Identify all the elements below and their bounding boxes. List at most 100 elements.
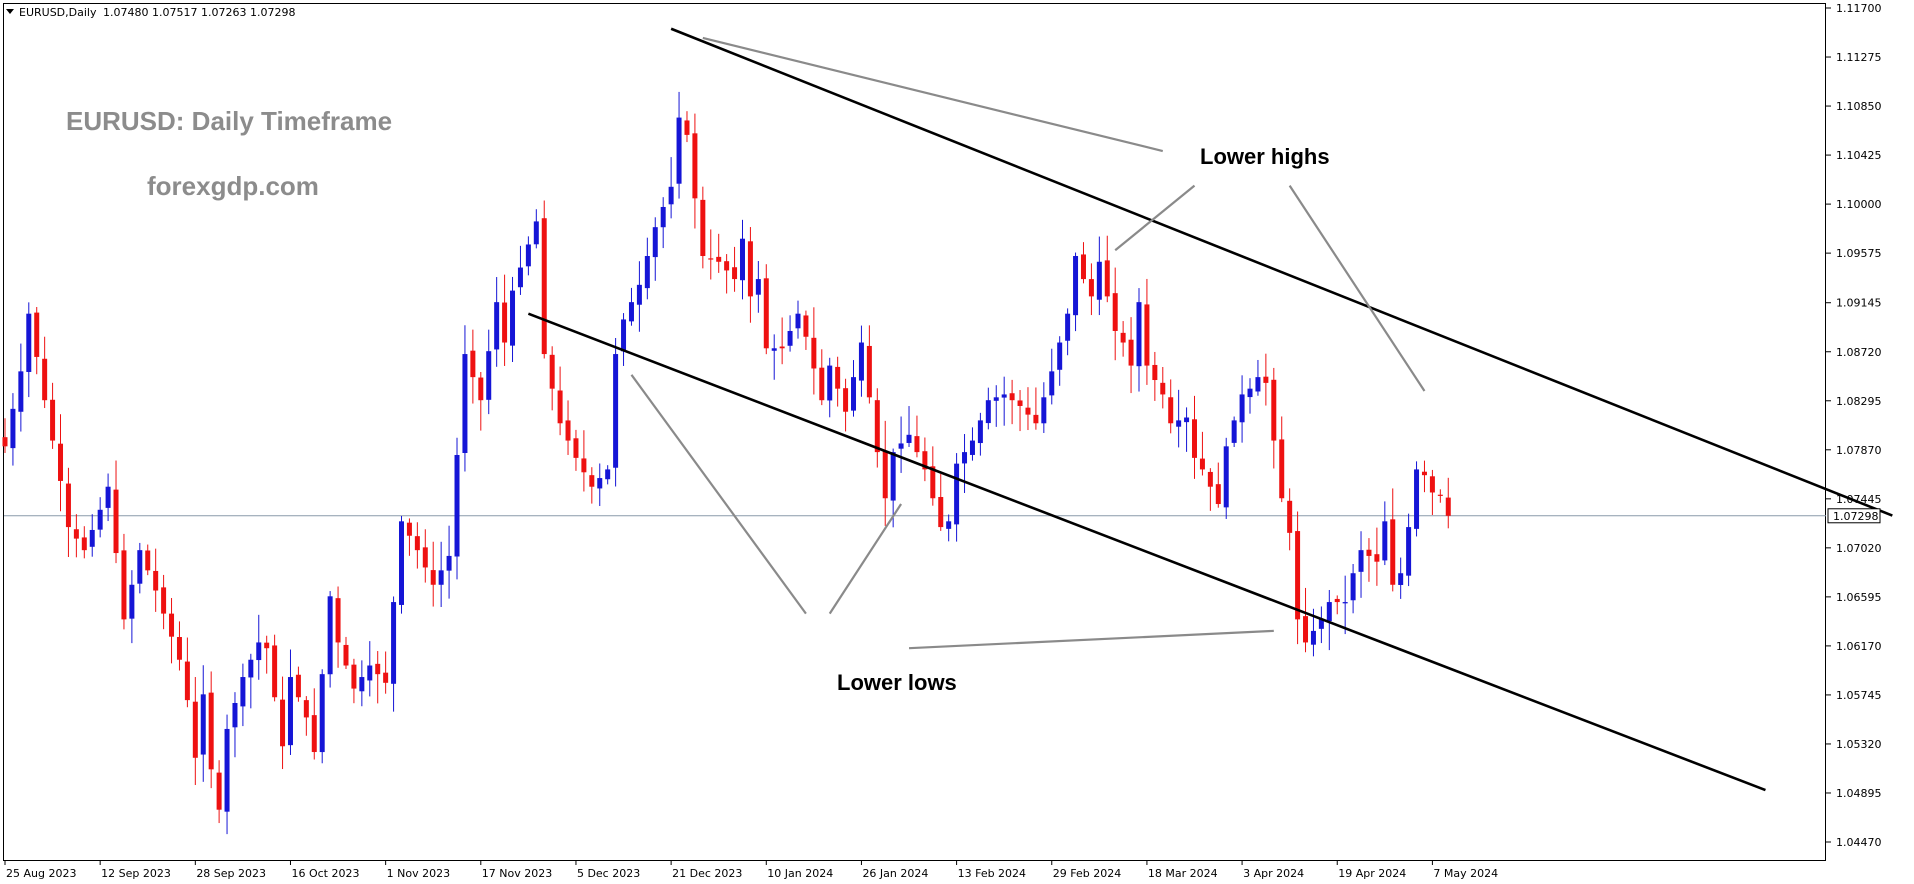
candle-body	[1041, 397, 1047, 424]
candle-body	[962, 452, 968, 464]
candle	[391, 596, 397, 712]
candle	[414, 522, 420, 569]
candle	[18, 343, 24, 432]
candle-body	[1231, 420, 1237, 443]
candle-body	[478, 377, 484, 401]
candle-body	[692, 133, 698, 199]
candle	[771, 334, 777, 380]
x-tick-label: 12 Sep 2023	[101, 867, 171, 880]
candle-body	[10, 408, 16, 449]
candle	[224, 714, 230, 835]
candle-body	[200, 694, 206, 755]
candle	[914, 415, 920, 458]
candle-body	[668, 186, 674, 205]
candle-body	[26, 313, 32, 372]
candle	[795, 300, 801, 339]
candle	[65, 467, 71, 558]
y-tick-label: 1.06170	[1836, 640, 1882, 653]
candle	[2, 418, 8, 453]
candle-body	[153, 570, 159, 591]
candle	[549, 346, 555, 411]
y-tick-label: 1.10850	[1836, 100, 1882, 113]
candle-body	[1049, 371, 1055, 396]
candle-body	[1128, 339, 1134, 366]
candle	[200, 665, 206, 782]
candle	[573, 429, 579, 471]
candle-body	[843, 388, 849, 412]
candle-body	[335, 598, 341, 643]
candle	[89, 514, 95, 557]
y-tick-label: 1.11700	[1836, 2, 1882, 15]
candle	[121, 533, 127, 630]
candle-body	[1223, 446, 1229, 508]
annotation-pointer-line[interactable]	[828, 503, 903, 615]
candle-body	[779, 346, 785, 349]
upper-channel-line[interactable]	[670, 27, 1893, 517]
candle	[1366, 538, 1372, 582]
annotation-pointer-line[interactable]	[702, 36, 1164, 153]
candle	[882, 420, 888, 526]
candle-body	[1239, 394, 1245, 423]
candle-body	[930, 466, 936, 499]
candle	[724, 254, 730, 294]
candle	[851, 360, 857, 417]
x-tick-label: 18 Mar 2024	[1148, 867, 1218, 880]
candle	[26, 302, 32, 398]
candle	[621, 313, 627, 366]
x-tick-label: 17 Nov 2023	[482, 867, 552, 880]
candle-body	[1398, 573, 1404, 585]
symbol-label: EURUSD,Daily	[19, 6, 97, 19]
candle	[1303, 587, 1309, 653]
candle-body	[1279, 439, 1285, 499]
candle-body	[811, 337, 817, 369]
lower-highs-label: Lower highs	[1200, 144, 1330, 169]
candle-body	[1096, 261, 1102, 300]
candle	[367, 641, 373, 697]
candle	[1096, 236, 1102, 316]
candle	[1199, 431, 1205, 476]
candle-body	[597, 478, 603, 489]
plot-frame	[3, 3, 1826, 861]
candle-body	[1176, 420, 1182, 427]
candle	[327, 591, 333, 688]
candle	[557, 366, 563, 436]
candle	[1358, 531, 1364, 598]
current-price-label: 1.07298	[1833, 510, 1879, 523]
annotation-pointer-line[interactable]	[630, 374, 807, 615]
candle	[359, 660, 365, 707]
candle	[42, 336, 48, 409]
candle	[319, 669, 325, 764]
candle-body	[708, 258, 714, 260]
candle	[264, 635, 270, 674]
candle-body	[264, 642, 270, 649]
annotation-pointer-line[interactable]	[908, 629, 1274, 650]
candle	[898, 416, 904, 473]
candle-body	[652, 227, 658, 258]
candle	[517, 245, 523, 295]
candle-body	[454, 454, 460, 557]
annotation-pointer-line[interactable]	[1288, 185, 1426, 392]
candle	[835, 356, 841, 407]
x-tick-label: 26 Jan 2024	[862, 867, 928, 880]
candle-body	[486, 351, 492, 400]
candle-body	[295, 674, 301, 698]
y-tick-label: 1.07870	[1836, 444, 1882, 457]
candle-body	[724, 261, 730, 271]
candle	[874, 388, 880, 468]
candle-body	[636, 284, 642, 305]
candle	[1128, 317, 1134, 394]
candle	[1247, 378, 1253, 414]
candle	[169, 598, 175, 664]
candle	[700, 186, 706, 269]
candle-body	[954, 463, 960, 525]
candle-body	[129, 584, 135, 619]
candle-body	[1366, 549, 1372, 556]
menu-triangle-icon[interactable]	[6, 9, 14, 14]
lower-channel-line[interactable]	[527, 312, 1766, 792]
annotation-pointer-line[interactable]	[1114, 184, 1196, 252]
candle	[763, 264, 769, 355]
watermark-site: forexgdp.com	[147, 171, 319, 201]
candle-body	[676, 117, 682, 184]
